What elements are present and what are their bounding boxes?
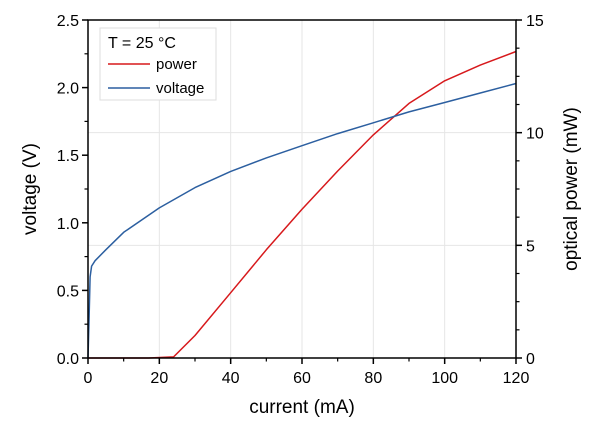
legend-title: T = 25 °C: [108, 35, 176, 52]
legend-label-power: power: [156, 56, 197, 73]
x-tick-label: 80: [364, 370, 382, 387]
x-tick-label: 0: [84, 370, 93, 387]
y-tick-label: 0.5: [57, 283, 79, 300]
x-tick-label: 20: [150, 370, 168, 387]
legend: T = 25 °C power voltage: [99, 27, 217, 101]
x-tick-label: 100: [431, 370, 458, 387]
y-tick-label: 0.0: [57, 351, 79, 368]
series-line-power: [88, 50, 517, 359]
x-tick-label: 40: [222, 370, 240, 387]
y2-tick-label: 0: [526, 351, 535, 368]
x-tick-label: 60: [293, 370, 311, 387]
series-line-voltage: [87, 82, 517, 359]
y-tick-label: 1.5: [57, 148, 79, 165]
y2-tick-label: 15: [526, 13, 544, 30]
y-tick-label: 2.0: [57, 81, 79, 98]
y2-axis-label: optical power (mW): [561, 107, 582, 271]
y2-tick-label: 10: [526, 126, 544, 143]
y-tick-label: 2.5: [57, 13, 79, 30]
x-tick-label: 120: [503, 370, 530, 387]
legend-label-voltage: voltage: [156, 80, 204, 97]
y2-tick-label: 5: [526, 238, 535, 255]
y-axis-label: voltage (V): [20, 143, 41, 235]
x-axis-label: current (mA): [249, 397, 355, 418]
y-tick-label: 1.0: [57, 216, 79, 233]
